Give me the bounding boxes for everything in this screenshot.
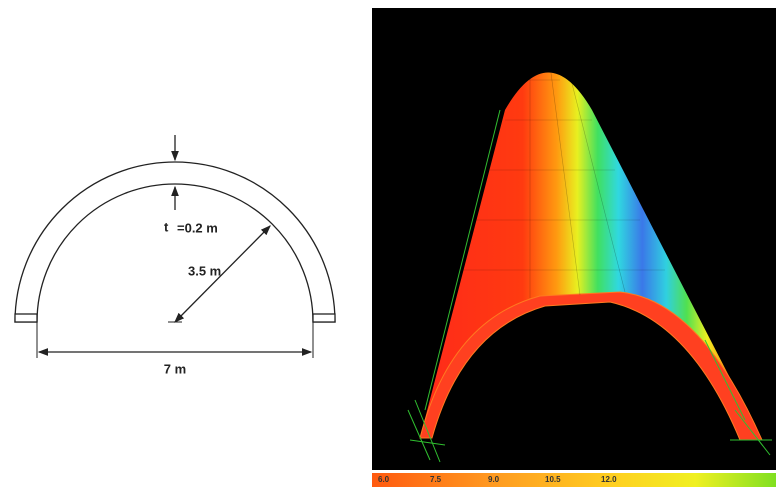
arch-diagram [14, 135, 336, 358]
radius-label: 3.5 m [188, 263, 221, 278]
radius-dimension [174, 225, 271, 323]
right-foot [312, 313, 336, 323]
scale-label: 12.0 [601, 475, 617, 484]
mesh-lines [460, 49, 665, 298]
left-foot [14, 313, 38, 323]
supports [407, 109, 772, 463]
scale-label: 10.5 [545, 475, 561, 484]
scale-label: 9.0 [488, 475, 500, 484]
thickness-label: =0.2 m [177, 220, 218, 235]
color-scale [372, 473, 776, 487]
shell-surface [420, 72, 762, 440]
arch-outline [14, 161, 336, 323]
thickness-symbol: t [164, 219, 169, 234]
scale-label: 6.0 [378, 475, 390, 484]
contour-render [372, 8, 776, 470]
scale-label: 7.5 [430, 475, 442, 484]
span-label: 7 m [164, 361, 186, 376]
